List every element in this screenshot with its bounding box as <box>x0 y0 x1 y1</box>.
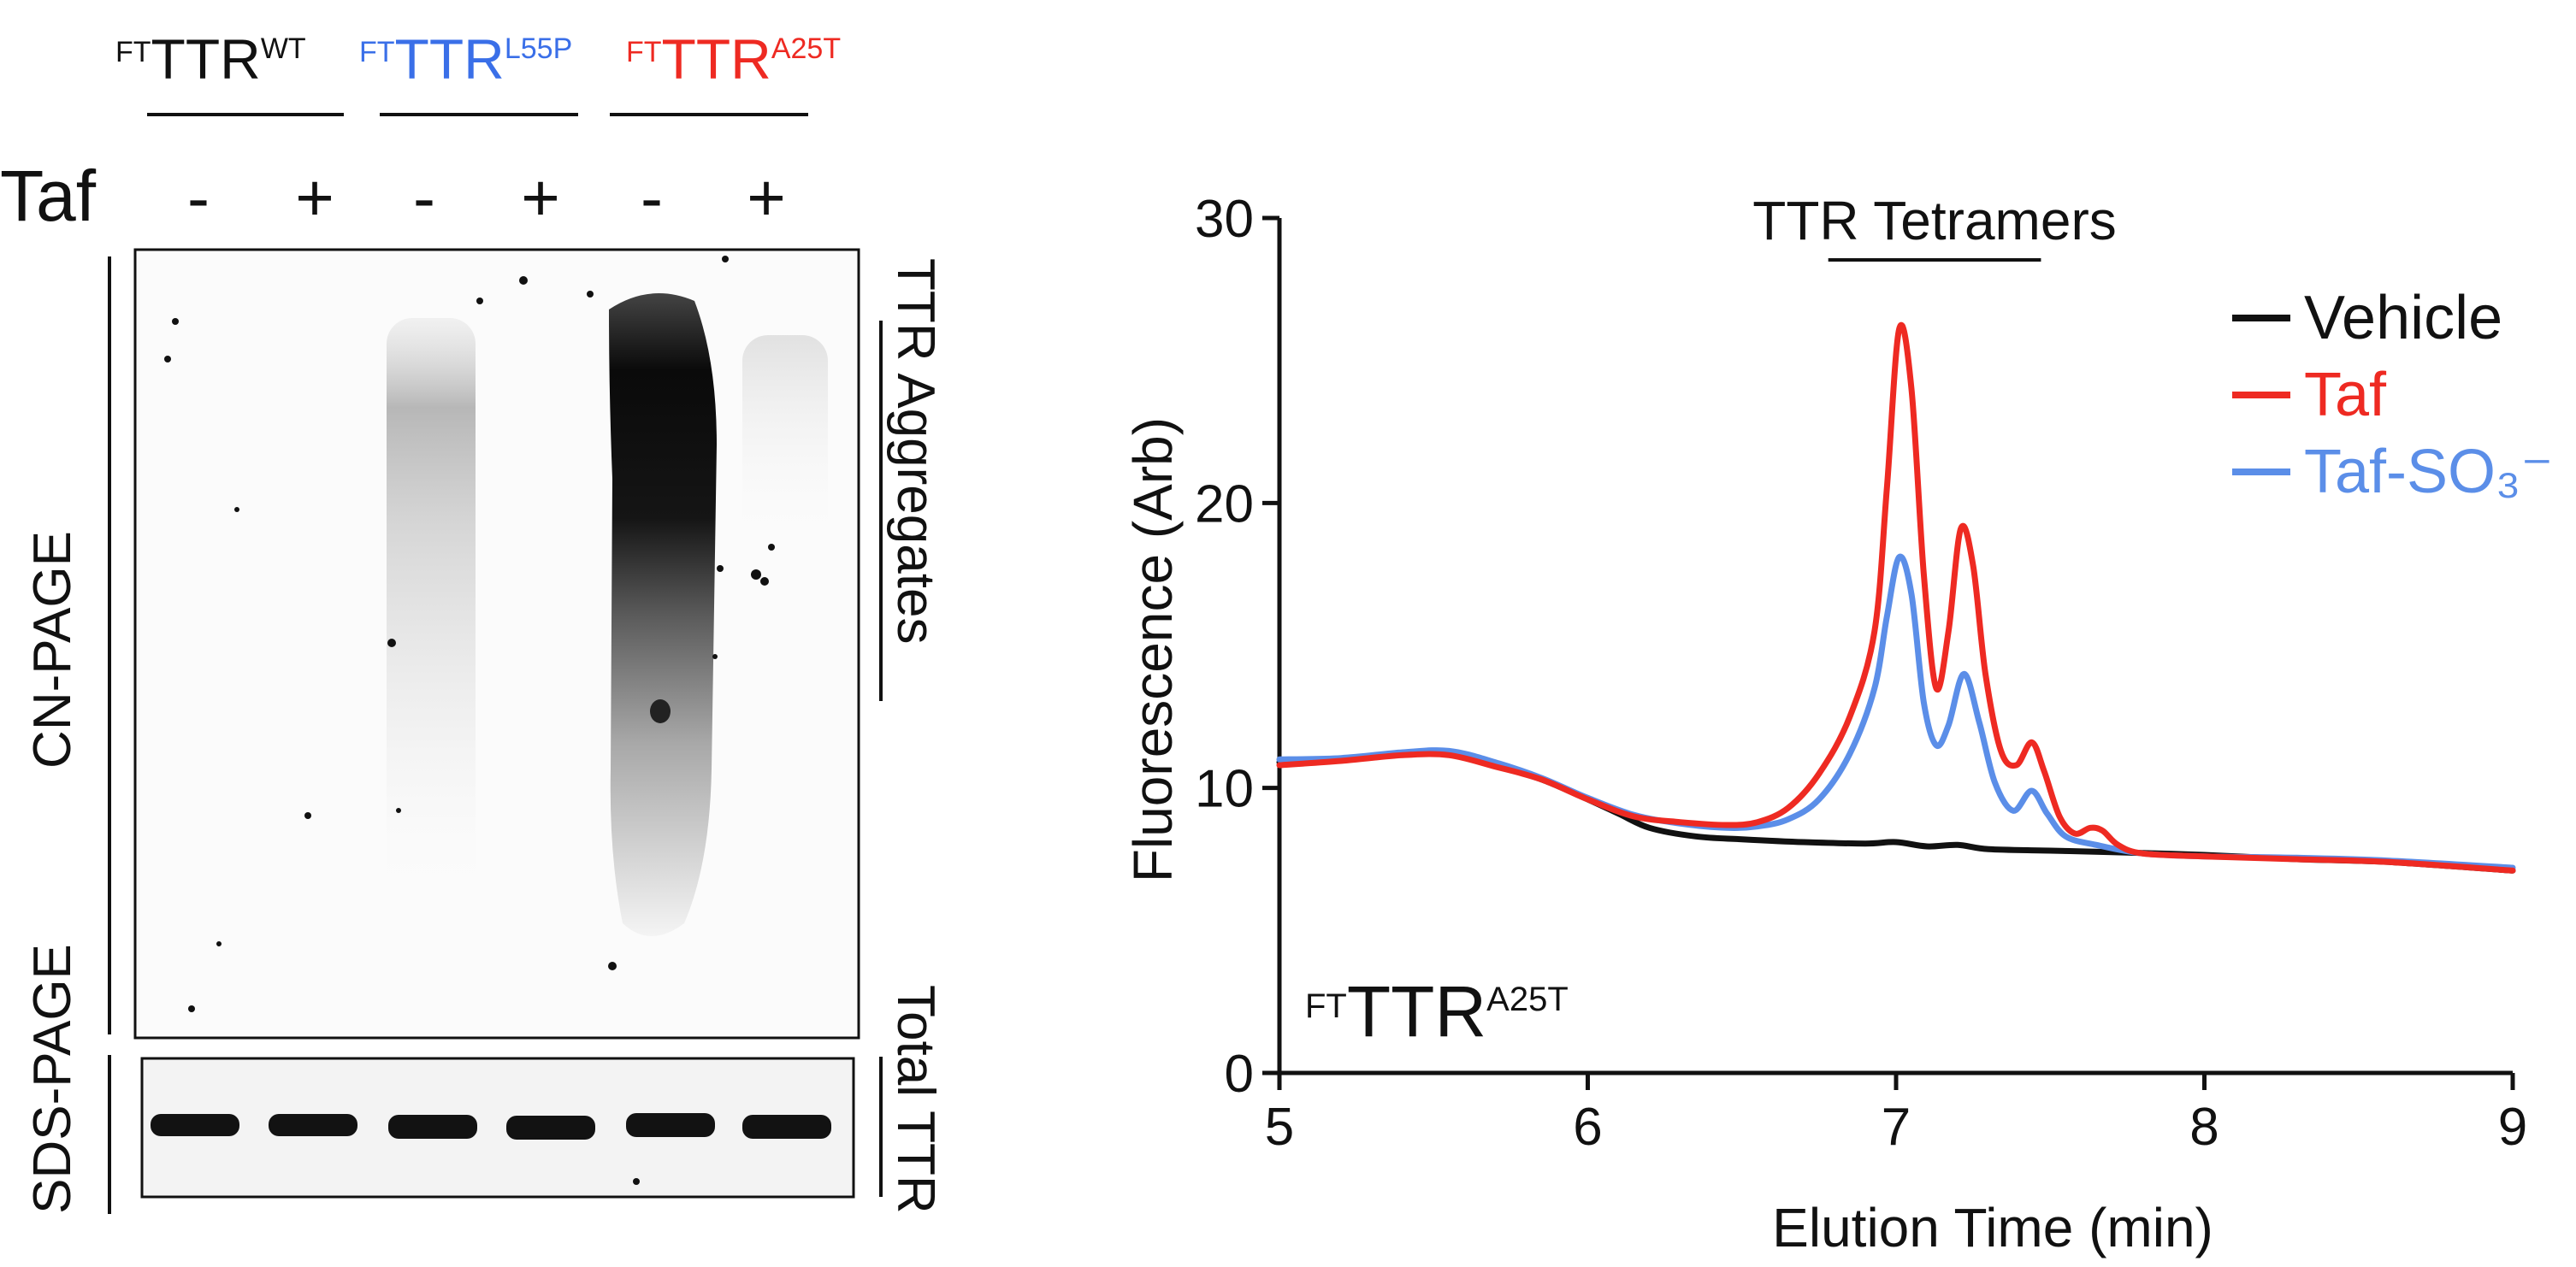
x-tick-label: 7 <box>1882 1098 1911 1157</box>
cn-page-blot <box>133 248 860 1040</box>
condition-label-wt: FTTTRWT <box>115 27 306 91</box>
sds-band-4 <box>506 1116 595 1140</box>
series-line-vehicle <box>1276 749 2516 874</box>
sds-band-5 <box>626 1113 715 1137</box>
sds-band-3 <box>388 1115 477 1139</box>
gel-speckles <box>164 256 775 1012</box>
lane-sign-3: - <box>413 160 435 235</box>
right-label-aggregates: TTR Aggregates <box>886 258 945 644</box>
series-line-taf <box>1276 321 2516 874</box>
y-tick-label: 20 <box>1195 474 1254 533</box>
sds-band-2 <box>269 1114 357 1136</box>
sds-page-blot <box>140 1057 855 1199</box>
legend-label-taf: Taf <box>2304 361 2387 429</box>
sds-band-6 <box>742 1115 831 1139</box>
chart-axes: 5 6 7 8 9 0 10 20 30 <box>1195 190 2527 1157</box>
left-label-cn-page: CN-PAGE <box>23 531 82 769</box>
sds-bands <box>151 1113 831 1140</box>
legend-label-vehicle: Vehicle <box>2304 284 2502 352</box>
x-tick-label: 6 <box>1573 1098 1602 1157</box>
gel-panel: FTTTRWT FTTTRL55P FTTTRA25T Taf - + - + … <box>0 27 945 1214</box>
chart-panel: 5 6 7 8 9 0 10 20 30 Fluorescence (Arb) Elution … <box>1122 190 2553 1258</box>
chart-legend: Vehicle Taf Taf-SO₃⁻ <box>2232 284 2553 506</box>
x-tick-label: 8 <box>2189 1098 2219 1157</box>
smear-a25t-plus <box>742 335 828 557</box>
y-tick-label: 0 <box>1225 1045 1254 1104</box>
series-line-taf-so <box>1276 553 2516 871</box>
right-label-total-ttr: Total TTR <box>886 985 945 1214</box>
lane-sign-4: + <box>521 160 560 235</box>
inset-condition-label: FTTTRA25T <box>1305 971 1569 1052</box>
smear-a25t-spot <box>650 699 671 723</box>
chart-plot-lines <box>1276 321 2516 874</box>
x-axis-label: Elution Time (min) <box>1772 1197 2213 1258</box>
tetramers-annotation: TTR Tetramers <box>1752 190 2117 251</box>
treatment-label: Taf <box>0 156 97 236</box>
smear-l55p-minus <box>387 318 476 916</box>
y-axis-label: Fluorescence (Arb) <box>1122 417 1184 882</box>
lane-sign-2: + <box>295 160 334 235</box>
y-tick-label: 30 <box>1195 190 1254 249</box>
lane-sign-5: - <box>641 160 663 235</box>
lane-signs: - + - + - + <box>187 160 786 235</box>
left-label-sds-page: SDS-PAGE <box>23 944 82 1214</box>
x-tick-label: 9 <box>2498 1098 2527 1157</box>
legend-label-taf-so3: Taf-SO₃⁻ <box>2304 438 2553 506</box>
y-tick-label: 10 <box>1195 760 1254 819</box>
lane-sign-1: - <box>187 160 210 235</box>
sds-band-1 <box>151 1114 239 1136</box>
condition-label-l55p: FTTTRL55P <box>359 27 572 91</box>
smear-a25t-minus <box>609 293 717 936</box>
lane-sign-6: + <box>747 160 786 235</box>
x-tick-label: 5 <box>1265 1098 1294 1157</box>
gel-condition-headers: FTTTRWT FTTTRL55P FTTTRA25T <box>115 27 841 116</box>
condition-label-a25t: FTTTRA25T <box>626 27 841 91</box>
